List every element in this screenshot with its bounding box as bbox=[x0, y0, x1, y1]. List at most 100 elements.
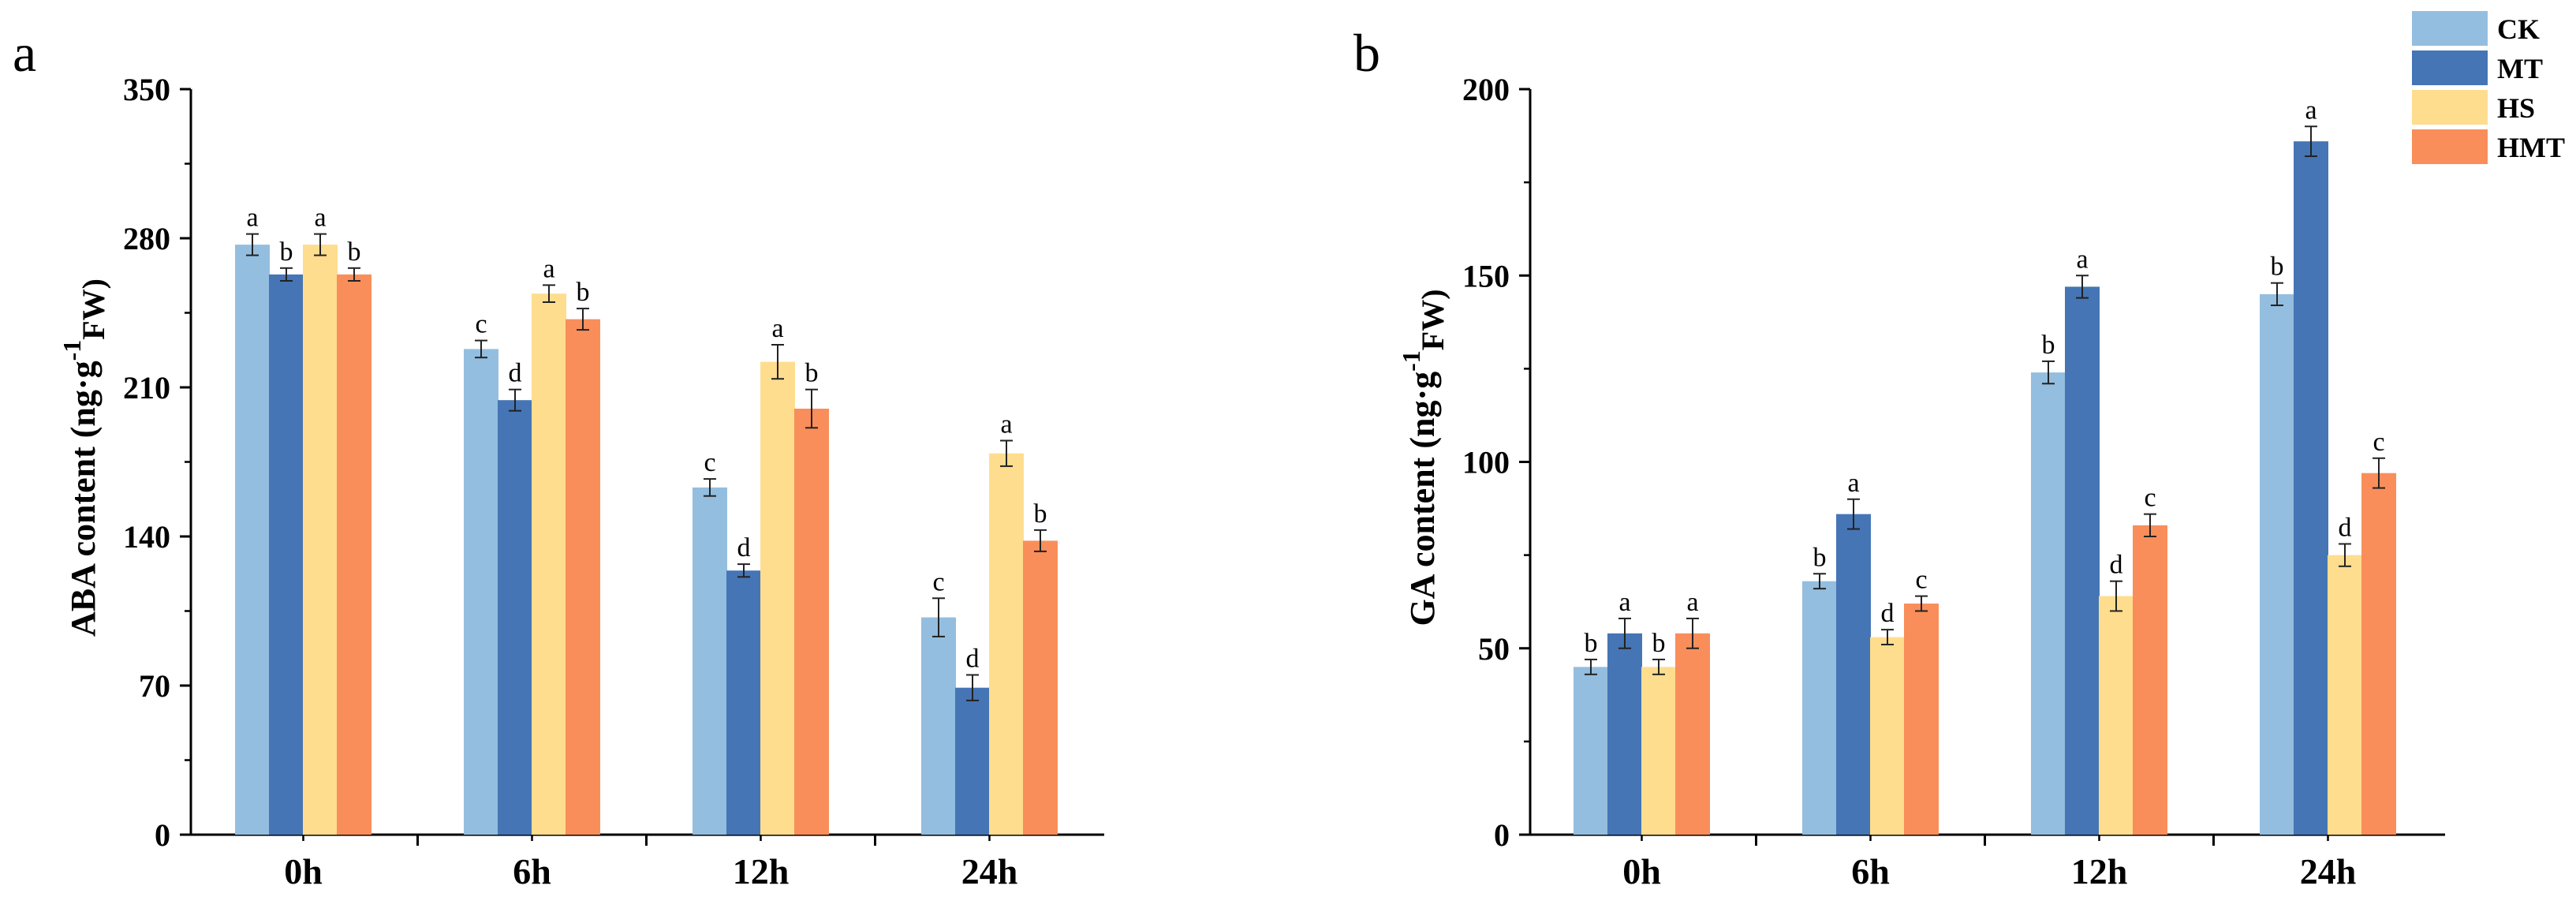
significance-letter: d bbox=[966, 645, 980, 674]
bar-mt-0h bbox=[1607, 633, 1642, 835]
significance-letter: d bbox=[509, 359, 522, 388]
significance-letter: a bbox=[771, 314, 783, 343]
y-tick-label: 280 bbox=[123, 221, 170, 256]
significance-letter: b bbox=[1813, 543, 1827, 572]
significance-letter: b bbox=[1585, 629, 1598, 658]
tick-labels-b: 0 50 100 150 200 0h 6h 12h 24h bbox=[1462, 72, 2356, 891]
y-tick-label: 350 bbox=[123, 72, 170, 107]
bar-mt-24h bbox=[955, 687, 990, 835]
bar-mt-24h bbox=[2294, 141, 2328, 835]
bar-mt-12h bbox=[726, 570, 761, 835]
bar-hmt-24h bbox=[1023, 540, 1058, 835]
significance-letter: a bbox=[246, 204, 258, 233]
y-tick-label: 100 bbox=[1462, 445, 1510, 480]
bar-mt-6h bbox=[498, 400, 532, 835]
significance-letter: c bbox=[2373, 428, 2384, 457]
significance-letter: d bbox=[2110, 551, 2123, 580]
legend-label-mt: MT bbox=[2497, 53, 2543, 84]
significance-letter: b bbox=[348, 237, 361, 267]
bar-hmt-12h bbox=[794, 409, 829, 835]
bar-hs-24h bbox=[2328, 555, 2362, 835]
legend-label-hs: HS bbox=[2497, 92, 2535, 124]
tick-labels-a: 0 70 140 210 280 350 0h 6h 12h 24h bbox=[123, 72, 1017, 891]
x-tick-label: 12h bbox=[2071, 851, 2128, 891]
x-tick-label: 6h bbox=[513, 851, 551, 891]
x-tick-label: 24h bbox=[961, 851, 1018, 891]
significance-letter: b bbox=[2042, 331, 2055, 360]
significance-letter: c bbox=[1915, 566, 1927, 595]
bar-hmt-6h bbox=[566, 319, 600, 835]
bar-ck-24h bbox=[2260, 293, 2294, 835]
significance-letter: d bbox=[1881, 599, 1895, 628]
bar-hmt-24h bbox=[2361, 473, 2396, 835]
legend-label-hmt: HMT bbox=[2497, 132, 2565, 163]
bar-mt-0h bbox=[269, 274, 304, 835]
bar-hmt-6h bbox=[1904, 604, 1939, 835]
y-tick-label: 70 bbox=[139, 668, 170, 704]
significance-letter: b bbox=[2271, 252, 2284, 282]
y-tick-label: 140 bbox=[123, 519, 170, 555]
x-tick-label: 6h bbox=[1851, 851, 1890, 891]
bar-hs-24h bbox=[989, 453, 1024, 835]
bar-hs-0h bbox=[303, 245, 338, 835]
legend-swatch-hs bbox=[2412, 90, 2488, 125]
significance-letter: d bbox=[737, 533, 751, 562]
significance-letter: d bbox=[2339, 513, 2352, 542]
bar-ck-6h bbox=[1802, 581, 1837, 835]
bar-hmt-0h bbox=[337, 274, 371, 835]
y-tick-label: 50 bbox=[1478, 631, 1510, 667]
significance-letter: a bbox=[543, 254, 554, 283]
bar-hs-6h bbox=[1870, 637, 1905, 835]
legend-label-ck: CK bbox=[2497, 13, 2540, 45]
significance-letter: c bbox=[932, 567, 944, 596]
panel-letter-a: a bbox=[13, 23, 36, 83]
significance-letter: a bbox=[1618, 588, 1630, 617]
legend: CK MT HS HMT bbox=[2412, 11, 2565, 164]
significance-letter: c bbox=[475, 310, 487, 339]
significance-letter: a bbox=[1686, 588, 1698, 617]
x-tick-label: 0h bbox=[1622, 851, 1661, 891]
significance-letter: b bbox=[280, 237, 293, 267]
bar-ck-12h bbox=[693, 487, 727, 835]
y-tick-label: 150 bbox=[1462, 258, 1510, 293]
bar-ck-24h bbox=[921, 617, 956, 835]
significance-letter: a bbox=[1847, 469, 1859, 498]
y-tick-label: 0 bbox=[155, 817, 170, 853]
x-tick-label: 0h bbox=[284, 851, 323, 891]
bar-ck-0h bbox=[235, 245, 270, 835]
bar-hs-0h bbox=[1641, 667, 1676, 835]
legend-swatch-hmt bbox=[2412, 129, 2488, 164]
significance-letter: a bbox=[2305, 95, 2317, 125]
legend-swatch-ck bbox=[2412, 11, 2488, 46]
panel-letter-b: b bbox=[1353, 23, 1380, 83]
bar-hs-12h bbox=[760, 361, 795, 835]
significance-letter: b bbox=[1652, 629, 1666, 658]
y-tick-label: 200 bbox=[1462, 72, 1510, 107]
bar-hs-12h bbox=[2099, 596, 2134, 835]
bar-ck-0h bbox=[1574, 667, 1608, 835]
significance-letter: b bbox=[1034, 499, 1047, 529]
y-tick-label: 210 bbox=[123, 370, 170, 406]
y-axis-title-a: ABA content (ng·g-1FW) bbox=[58, 278, 111, 637]
bar-hmt-0h bbox=[1675, 633, 1710, 835]
y-tick-label: 0 bbox=[1494, 817, 1510, 853]
y-axis-title-b: GA content (ng·g-1FW) bbox=[1397, 289, 1450, 626]
bar-hmt-12h bbox=[2133, 525, 2167, 835]
significance-letter: c bbox=[704, 448, 715, 477]
x-tick-label: 12h bbox=[733, 851, 790, 891]
bar-ck-6h bbox=[464, 349, 498, 835]
bar-mt-6h bbox=[1836, 514, 1871, 835]
significance-letter: a bbox=[2076, 245, 2088, 274]
significance-letter: b bbox=[805, 359, 819, 388]
significance-letter: c bbox=[2144, 484, 2156, 513]
bar-hs-6h bbox=[532, 293, 566, 835]
bar-mt-12h bbox=[2065, 286, 2100, 835]
x-tick-label: 24h bbox=[2300, 851, 2357, 891]
significance-letter: b bbox=[577, 278, 590, 307]
bar-ck-12h bbox=[2031, 372, 2066, 835]
significance-letter: a bbox=[314, 204, 326, 233]
